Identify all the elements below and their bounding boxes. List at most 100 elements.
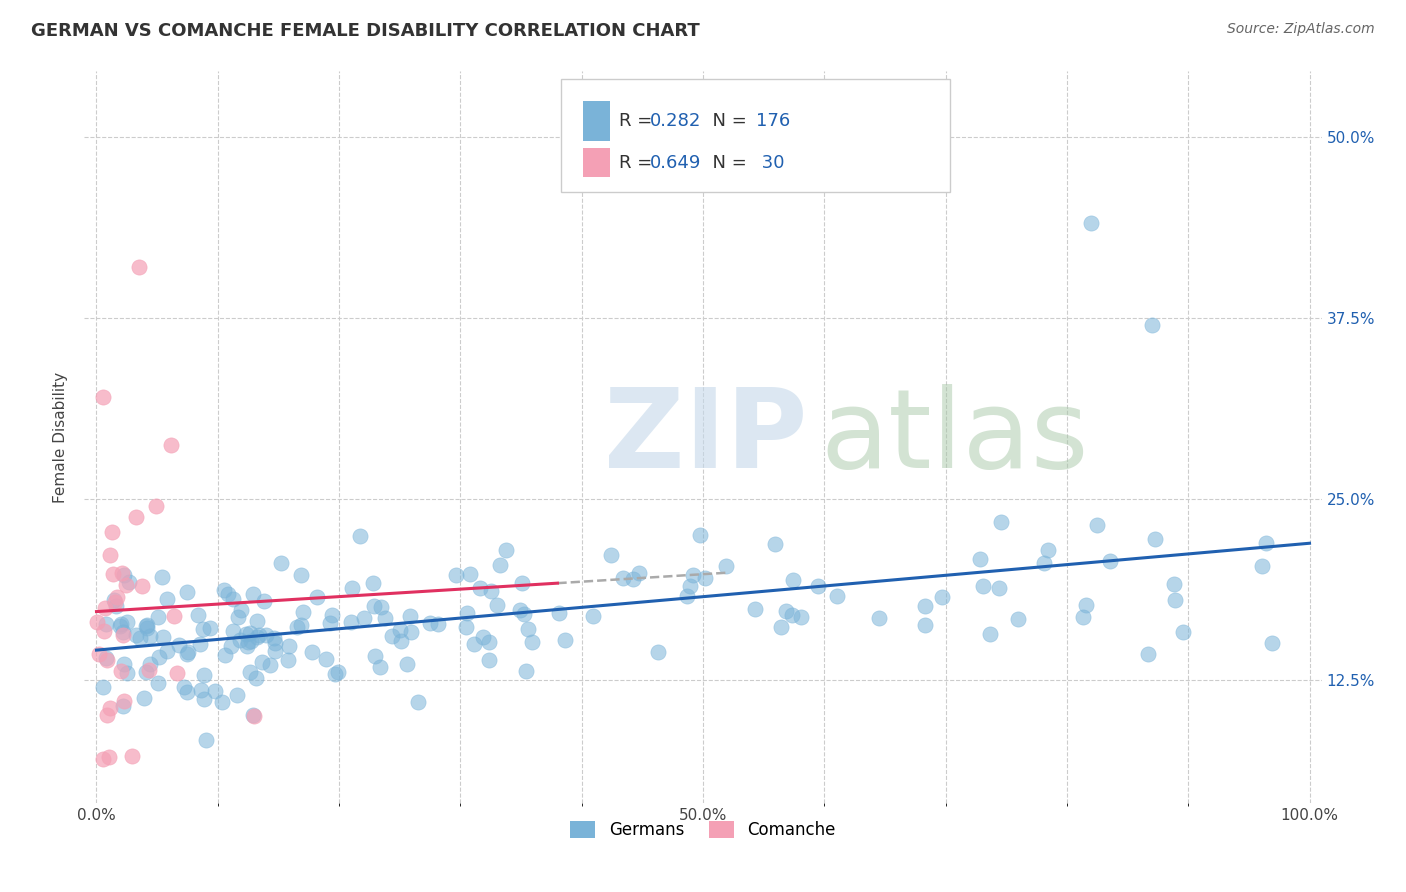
Point (621, 572, 644, 586)
Point (679, 579, 702, 593)
Point (112, 699, 135, 714)
Point (204, 684, 226, 698)
Point (150, 570, 173, 584)
Point (101, 566, 124, 581)
Point (363, 575, 385, 590)
Point (112, 694, 135, 708)
Point (290, 617, 312, 632)
Point (156, 644, 179, 658)
Point (112, 628, 135, 642)
Point (239, 634, 262, 648)
Text: 0.649: 0.649 (650, 153, 702, 172)
Point (235, 627, 257, 641)
Point (363, 648, 385, 663)
Point (1163, 577, 1185, 591)
Point (94, 651, 117, 665)
Y-axis label: Female Disability: Female Disability (53, 371, 69, 503)
Point (160, 438, 183, 452)
Text: 30: 30 (756, 153, 785, 172)
Point (245, 614, 267, 628)
Point (388, 624, 411, 638)
Point (112, 567, 135, 582)
Point (253, 593, 276, 607)
Point (129, 631, 152, 645)
Point (98, 749, 121, 764)
Point (235, 639, 257, 653)
Point (236, 635, 259, 649)
Point (398, 608, 420, 623)
Point (187, 608, 209, 623)
Text: atlas: atlas (821, 384, 1090, 491)
Point (770, 620, 793, 634)
Point (1140, 318, 1163, 332)
Point (124, 510, 146, 524)
Point (242, 708, 264, 723)
Point (243, 709, 266, 723)
Point (245, 671, 267, 685)
Point (790, 610, 813, 624)
Point (931, 590, 953, 604)
Text: 0.282: 0.282 (650, 112, 702, 130)
Point (1143, 532, 1166, 546)
Point (239, 665, 262, 680)
Point (135, 665, 157, 679)
Point (229, 632, 252, 647)
Point (176, 647, 198, 661)
Point (446, 568, 468, 582)
Point (108, 619, 131, 633)
Point (1098, 553, 1121, 567)
Point (1033, 556, 1056, 570)
Point (1171, 625, 1194, 640)
Point (326, 665, 349, 679)
Point (714, 558, 737, 573)
Point (93, 624, 115, 638)
Point (263, 631, 285, 645)
Point (176, 585, 198, 599)
Point (226, 610, 249, 624)
Point (112, 625, 135, 640)
Point (370, 600, 392, 615)
Point (582, 609, 605, 624)
Point (1137, 647, 1160, 661)
Point (146, 610, 169, 624)
Point (478, 653, 501, 667)
Point (478, 635, 501, 649)
Point (456, 606, 478, 620)
Point (363, 599, 385, 614)
Point (101, 524, 124, 539)
Point (458, 566, 481, 581)
Point (1254, 535, 1277, 549)
Text: N =: N = (700, 153, 752, 172)
Point (222, 591, 245, 606)
Point (176, 685, 198, 699)
Text: Source: ZipAtlas.com: Source: ZipAtlas.com (1227, 22, 1375, 37)
Point (155, 592, 177, 607)
Point (868, 610, 890, 624)
Point (136, 621, 159, 635)
Point (463, 637, 485, 651)
Point (136, 617, 159, 632)
Point (195, 733, 218, 747)
Point (96, 617, 118, 632)
Point (167, 639, 190, 653)
Point (488, 558, 510, 573)
Point (103, 595, 125, 609)
Point (969, 552, 991, 566)
Point (342, 581, 364, 595)
Point (277, 653, 299, 667)
Point (138, 663, 160, 677)
Point (1007, 612, 1029, 626)
Point (1036, 542, 1059, 557)
Point (1076, 598, 1098, 612)
Point (96, 707, 118, 722)
Point (782, 573, 804, 587)
Point (301, 644, 323, 658)
Point (600, 548, 623, 562)
Point (190, 683, 212, 698)
Point (114, 657, 136, 672)
Point (472, 630, 495, 644)
Point (135, 619, 157, 633)
Point (612, 571, 634, 585)
Bar (583, 101, 610, 141)
Point (222, 624, 245, 639)
